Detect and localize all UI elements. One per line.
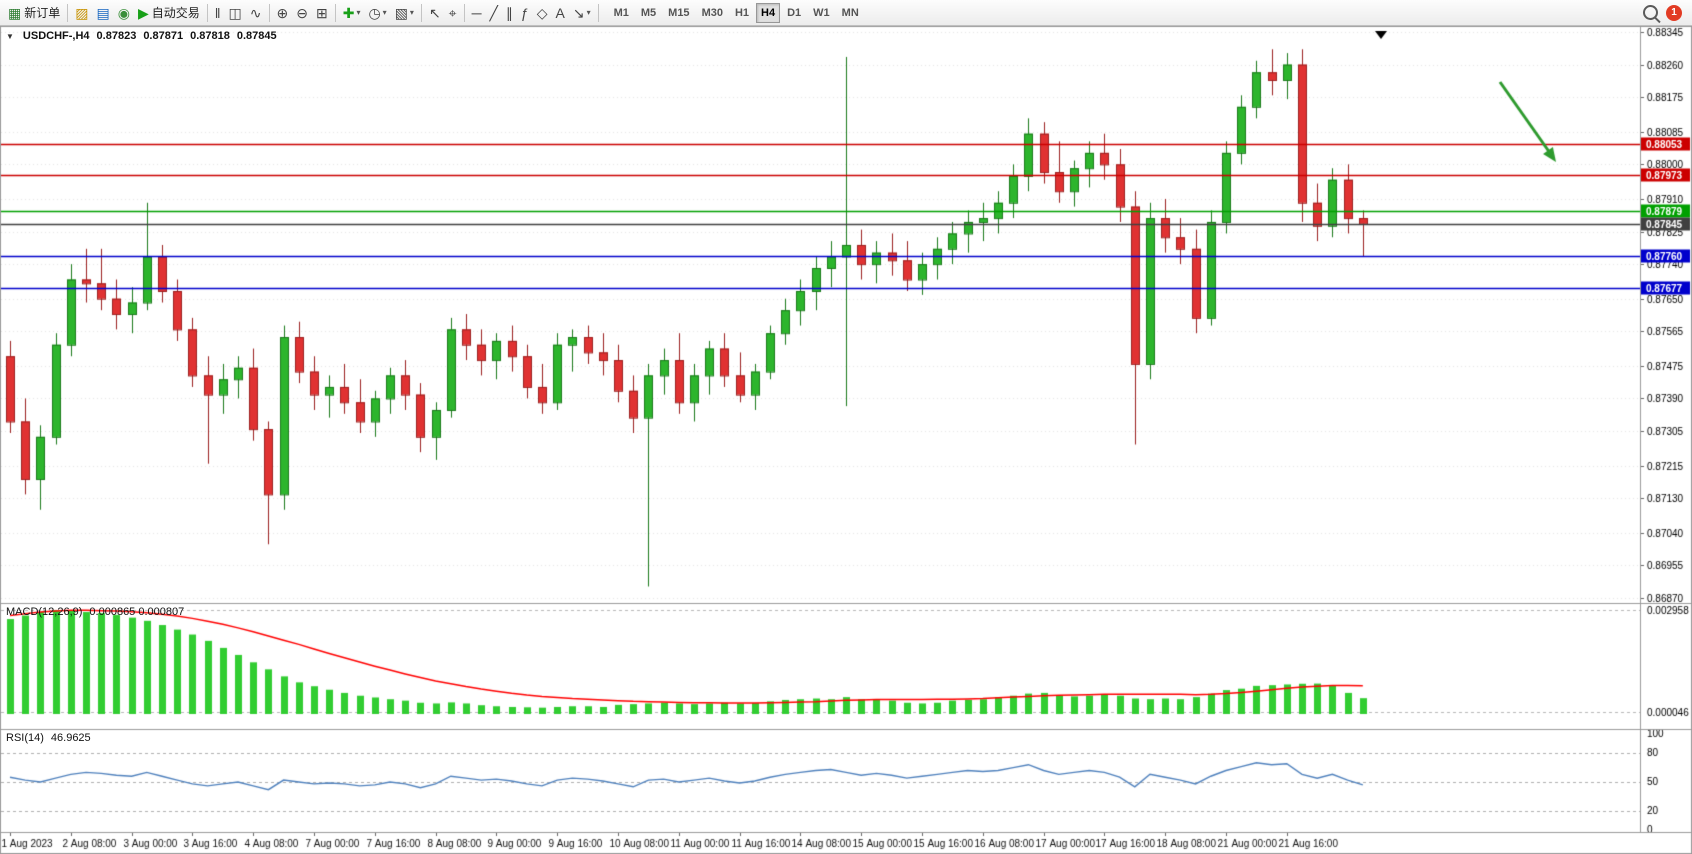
cursor-icon: ↖ — [428, 4, 441, 21]
macd-label: MACD(12,26,9) — [6, 606, 83, 618]
tile-windows-icon: ⊞ — [315, 4, 328, 21]
ohlc-high-value: 0.87871 — [143, 30, 184, 42]
crosshair-button[interactable]: ⌖ — [445, 1, 461, 25]
search-icon[interactable] — [1643, 5, 1658, 20]
toolbar-separator — [67, 3, 69, 22]
notification-badge[interactable]: 1 — [1666, 4, 1682, 21]
caret-down-icon: ▾ — [382, 8, 387, 17]
autotrading-icon: ▶ — [137, 4, 149, 21]
channel-icon: ∥ — [505, 4, 513, 21]
ohlc-open-value: 0.87823 — [96, 30, 137, 42]
crosshair-icon: ⌖ — [448, 4, 457, 21]
toolbar-buttons: ▦ 新订单 ▨ ▤ ◉ ▶ 自动交易 ‖ ◫ ∿ ⊕ ⊖ ⊞ ✚ ▾ ◷ ▾ ▧ ▾ ↖ ⌖ ─ ╱ ∥ ƒ ◇ A ↘ ▾ — [4, 1, 602, 25]
templates-button[interactable]: ▧ ▾ — [391, 1, 418, 25]
trendline-icon: ╱ — [489, 4, 498, 21]
profiles-button[interactable]: ▤ — [92, 1, 113, 25]
fibonacci-button[interactable]: ƒ — [517, 1, 533, 25]
shapes-icon: ◇ — [536, 4, 548, 21]
indicators-icon: ✚ — [342, 4, 355, 21]
autotrading-button[interactable]: ▶ 自动交易 — [134, 1, 204, 25]
toolbar-separator — [334, 3, 336, 22]
rsi-value: 46.9625 — [50, 732, 91, 744]
timeframe-mn-button[interactable]: MN — [841, 6, 859, 19]
timeframe-m30-button[interactable]: M30 — [701, 6, 723, 19]
arrows-icon: ↘ — [572, 4, 585, 21]
timeframe-m15-button[interactable]: M15 — [668, 6, 690, 19]
open-chart-icon: ▨ — [75, 4, 89, 21]
timeframe-m5-button[interactable]: M5 — [640, 6, 657, 19]
toolbar-separator — [597, 3, 599, 22]
indicators-button[interactable]: ✚ ▾ — [339, 1, 365, 25]
bar-chart-icon: ‖ — [214, 4, 221, 21]
zoom-out-icon: ⊖ — [296, 4, 308, 21]
periods-icon: ◷ — [368, 4, 381, 21]
horizontal-line-icon: ─ — [471, 4, 482, 21]
toolbar-separator — [268, 3, 270, 22]
caret-down-icon: ▾ — [356, 8, 361, 17]
timeframe-h1-button[interactable]: H1 — [734, 6, 750, 19]
macd-indicator-label: MACD(12,26,9) 0.000865 0.000807 — [6, 606, 184, 618]
toolbar-separator — [420, 3, 422, 22]
timeframe-h4-button[interactable]: H4 — [756, 2, 781, 23]
horizontal-line-button[interactable]: ─ — [468, 1, 486, 25]
macd-values: 0.000865 0.000807 — [89, 606, 185, 618]
timeframe-m1-button[interactable]: M1 — [613, 6, 629, 19]
text-icon: A — [555, 4, 565, 21]
new-order-button-label: 新订单 — [24, 6, 61, 20]
open-chart-button[interactable]: ▨ — [71, 1, 92, 25]
autotrading-button-label: 自动交易 — [151, 6, 200, 20]
shapes-button[interactable]: ◇ — [533, 1, 552, 25]
new-order-icon: ▦ — [8, 4, 22, 21]
trendline-button[interactable]: ╱ — [485, 1, 501, 25]
market-watch-icon: ◉ — [117, 4, 130, 21]
channel-button[interactable]: ∥ — [502, 1, 517, 25]
toolbar-right: 1 — [1643, 4, 1688, 21]
zoom-out-button[interactable]: ⊖ — [292, 1, 312, 25]
templates-icon: ▧ — [394, 4, 408, 21]
toolbar-separator — [206, 3, 208, 22]
cursor-button[interactable]: ↖ — [425, 1, 445, 25]
candlestick-chart-button[interactable]: ◫ — [225, 1, 246, 25]
timeframe-d1-button[interactable]: D1 — [787, 6, 802, 19]
market-watch-button[interactable]: ◉ — [114, 1, 134, 25]
symbol-ohlc-label: ▼ USDCHF-,H4 0.87823 0.87871 0.87818 0.8… — [6, 30, 277, 42]
arrows-button[interactable]: ↘ ▾ — [569, 1, 595, 25]
profiles-icon: ▤ — [96, 4, 110, 21]
bar-chart-button[interactable]: ‖ — [211, 1, 225, 25]
caret-down-icon: ▾ — [586, 8, 591, 17]
text-button[interactable]: A — [552, 1, 569, 25]
line-chart-icon: ∿ — [249, 4, 262, 21]
rsi-label: RSI(14) — [6, 732, 44, 744]
ohlc-close-value: 0.87845 — [236, 30, 277, 42]
toolbar: ▦ 新订单 ▨ ▤ ◉ ▶ 自动交易 ‖ ◫ ∿ ⊕ ⊖ ⊞ ✚ ▾ ◷ ▾ ▧ ▾ ↖ ⌖ ─ ╱ ∥ ƒ ◇ A ↘ ▾ M1 M5 M… — [0, 0, 1692, 26]
caret-down-icon: ▾ — [409, 8, 414, 17]
periods-button[interactable]: ◷ ▾ — [364, 1, 390, 25]
timeframe-w1-button[interactable]: W1 — [813, 6, 830, 19]
symbol-period-label: USDCHF-,H4 — [22, 30, 90, 42]
zoom-in-button[interactable]: ⊕ — [273, 1, 293, 25]
price-chart-canvas[interactable] — [0, 26, 1692, 854]
chart-window: ▼ USDCHF-,H4 0.87823 0.87871 0.87818 0.8… — [0, 26, 1692, 854]
ohlc-low-value: 0.87818 — [190, 30, 230, 42]
fibonacci-icon: ƒ — [520, 4, 529, 21]
timeframe-group: M1 M5 M15 M30 H1 H4 D1 W1 MN — [608, 2, 865, 23]
line-chart-button[interactable]: ∿ — [246, 1, 266, 25]
toolbar-separator — [463, 3, 465, 22]
rsi-indicator-label: RSI(14) 46.9625 — [6, 732, 91, 744]
zoom-in-icon: ⊕ — [276, 4, 289, 21]
new-order-button[interactable]: ▦ 新订单 — [4, 1, 64, 25]
chart-menu-icon[interactable]: ▼ — [6, 31, 14, 41]
candlestick-chart-icon: ◫ — [228, 4, 242, 21]
tile-windows-button[interactable]: ⊞ — [312, 1, 332, 25]
